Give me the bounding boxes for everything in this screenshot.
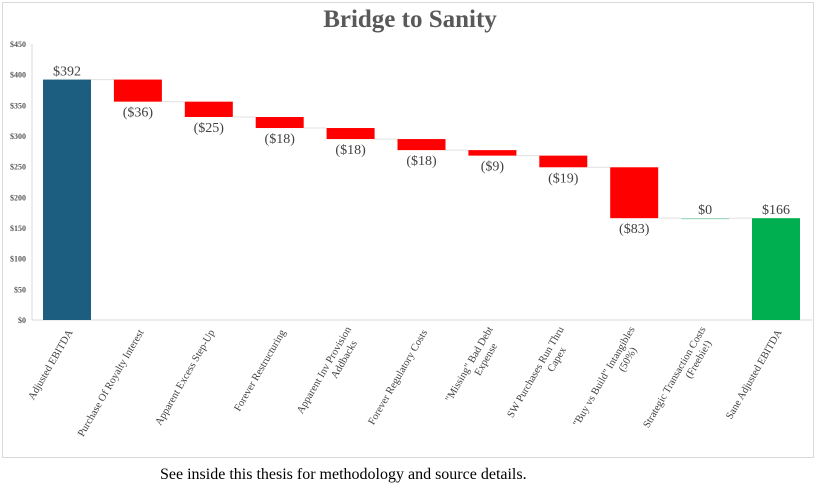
category-label-line: Forever Restructuring [233, 327, 289, 413]
y-tick-label: $450 [10, 40, 26, 49]
y-tick-label: $250 [10, 163, 26, 172]
data-label: ($25) [194, 121, 225, 136]
category-label: Strategic Transaction Costs(Freebie!) [642, 325, 719, 436]
y-tick-label: $400 [10, 71, 26, 80]
chart-title: Bridge to Sanity [323, 6, 497, 33]
bar [539, 155, 588, 168]
y-tick-label: $100 [10, 255, 26, 264]
data-label: ($18) [406, 154, 437, 169]
data-label: $392 [53, 65, 81, 80]
bar [468, 150, 517, 156]
category-label: "Buy vs Build" Intangibles(50%) [571, 325, 648, 435]
category-label: Adjusted EBITDA [27, 328, 76, 402]
chart-frame [2, 2, 814, 458]
bar [397, 139, 446, 151]
bar [326, 128, 375, 140]
data-label: $0 [698, 203, 712, 218]
data-label: ($83) [619, 222, 650, 237]
category-label-line: Strategic Transaction Costs [642, 325, 709, 430]
bar [113, 79, 162, 102]
bar [752, 218, 800, 320]
category-label-line: Apparent Inv Provision [295, 324, 354, 416]
bar [610, 167, 659, 219]
y-tick-label: $350 [10, 101, 26, 110]
data-label: $166 [762, 203, 790, 218]
category-label-line: Purchase Of Royalty Interest [76, 328, 146, 439]
y-tick-label: $150 [10, 224, 26, 233]
category-label-line: Forever Regulatory Costs [367, 328, 430, 427]
category-label: Apparent Inv ProvisionAddbacks [295, 324, 365, 422]
bar [255, 116, 304, 129]
category-label: "Missing" Bad DebtExpense [444, 325, 506, 410]
bar [681, 218, 730, 220]
category-label: Sane Adjusted EBITDA [724, 328, 784, 422]
category-label: Purchase Of Royalty Interest [76, 328, 146, 439]
data-label: ($36) [123, 106, 154, 121]
category-label-line: Adjusted EBITDA [27, 328, 76, 402]
caption: See inside this thesis for methodology a… [160, 466, 527, 483]
bar [43, 79, 91, 320]
y-tick-label: $200 [10, 193, 26, 202]
category-label: Forever Restructuring [233, 327, 289, 413]
data-label: ($18) [265, 132, 296, 147]
bar [184, 101, 233, 117]
data-label: ($18) [335, 143, 366, 158]
category-label-line: SW Purchases Run Thru [506, 324, 567, 419]
y-tick-label: $0 [18, 316, 26, 325]
category-label: Forever Regulatory Costs [367, 328, 430, 427]
category-label-line: Apparent Excess Step-Up [154, 328, 218, 427]
category-label-line: Sane Adjusted EBITDA [724, 328, 784, 422]
category-label-line: "Buy vs Build" Intangibles [571, 325, 637, 429]
y-tick-label: $50 [14, 285, 26, 294]
category-label: Apparent Excess Step-Up [154, 328, 218, 427]
y-tick-label: $300 [10, 132, 26, 141]
data-label: ($19) [548, 171, 579, 186]
data-label: ($9) [481, 160, 505, 175]
category-label: SW Purchases Run ThruCapex [506, 324, 578, 425]
